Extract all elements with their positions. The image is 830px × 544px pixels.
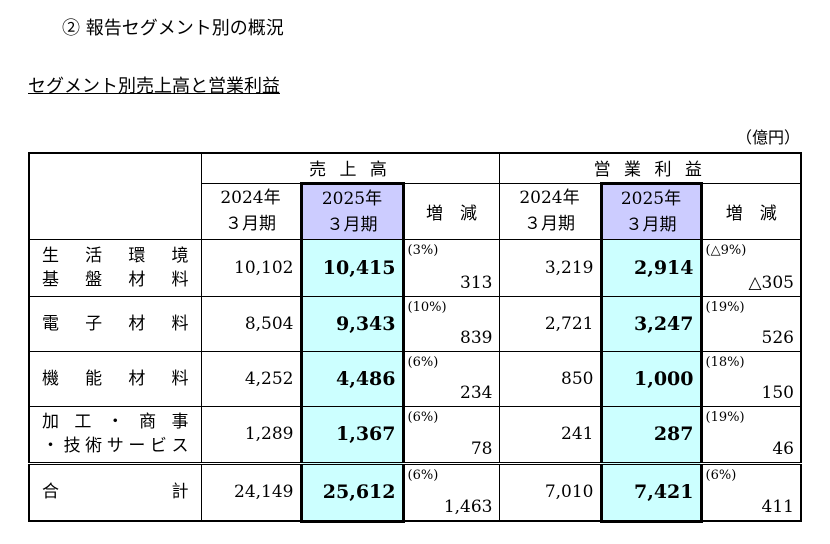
name-line: 合計 (42, 482, 189, 503)
value-2025: 1,000 (599, 350, 703, 407)
segment-name: 加工・商事・技術サービス (28, 405, 202, 464)
change-cell: (6%) 78 (402, 405, 500, 464)
header-row: 2024年 ３月期 2025年 ３月期 増 減 2024年 ３月期 2025年 ３月期 増 減 (29, 181, 802, 240)
change-cell: (6%) 234 (402, 350, 500, 407)
change-pct: (10%) (407, 299, 447, 315)
header-line: ３月期 (225, 214, 276, 234)
segment-name: 生活環境 基盤材料 (28, 238, 202, 297)
value-2025: 287 (599, 405, 703, 464)
group-header: 営 業 利 益 (498, 152, 802, 184)
value-2024: 3,219 (498, 238, 602, 297)
header-line: ３月期 (524, 214, 575, 234)
value-2024: 850 (498, 350, 602, 407)
header-line: ３月期 (326, 214, 378, 235)
header-line: ３月期 (625, 214, 677, 235)
change-amount: 313 (460, 272, 493, 293)
value-2024: 24,149 (200, 461, 302, 522)
name-line: 機能材料 (42, 368, 189, 389)
column-header: 2025年 ３月期 (599, 181, 703, 240)
column-header: 2024年 ３月期 (498, 182, 602, 240)
change-amount: 526 (761, 327, 794, 348)
header-row: 売 上 高営 業 利 益 (28, 152, 802, 240)
change-pct: (6%) (705, 467, 737, 483)
change-cell: (19%) 46 (700, 405, 802, 464)
name-line: 生活環境 (42, 245, 189, 266)
data-row: 生活環境 基盤材料 10,102 10,415 (3%) 313 3,219 2,914 (△9… (28, 238, 802, 297)
change-pct: (△9%) (705, 242, 747, 258)
change-cell: (6%) 411 (700, 461, 802, 522)
change-amount: 234 (460, 382, 493, 403)
header-line: 2024年 (220, 188, 281, 208)
header-line: 2025年 (321, 188, 383, 209)
change-pct: (18%) (705, 354, 745, 370)
change-pct: (6%) (407, 354, 439, 370)
name-line: ・技術サービス (42, 436, 189, 456)
corner-cell (28, 152, 202, 240)
change-cell: (6%) 1,463 (402, 461, 500, 522)
value-2024: 10,102 (200, 238, 302, 297)
change-amount: 78 (470, 438, 493, 459)
segment-table: 売 上 高営 業 利 益 2024年 ３月期 2025年 ３月期増 減 2024年 ３月期 2… (28, 152, 802, 523)
value-2025: 2,914 (599, 238, 703, 297)
value-2025: 9,343 (299, 295, 405, 352)
data-row: 加工・商事 ・技術サービス 1,289 1,367 (6%) 78 241 287 (19%) 4… (28, 405, 802, 464)
value-2024: 4,252 (200, 350, 302, 407)
change-cell: (3%) 313 (402, 238, 500, 297)
change-amount: △305 (748, 272, 794, 293)
column-header: 2024年 ３月期 (200, 182, 302, 240)
value-2025: 10,415 (299, 238, 405, 297)
value-2025: 25,612 (299, 461, 405, 523)
change-pct: (19%) (705, 409, 745, 425)
value-2025: 1,367 (299, 405, 405, 464)
change-pct: (19%) (705, 299, 745, 315)
segment-name: 機能材料 (28, 350, 202, 407)
name-line: 加工・商事 (42, 412, 189, 432)
value-2025: 4,486 (299, 350, 405, 407)
change-pct: (6%) (407, 409, 439, 425)
change-cell: (10%) 839 (402, 295, 500, 352)
change-amount: 411 (761, 497, 794, 517)
name-line: 電子材料 (42, 313, 189, 334)
change-cell: (△9%) △305 (700, 238, 802, 297)
value-2025: 7,421 (599, 461, 703, 523)
data-row: 機能材料 4,252 4,486 (6%) 234 850 1,000 (18%) 150 (28, 350, 802, 407)
change-amount: 46 (772, 438, 794, 459)
column-header: 増 減 (700, 182, 802, 240)
value-2024: 7,010 (498, 461, 602, 522)
group-header: 売 上 高 (200, 152, 500, 184)
value-2025: 3,247 (599, 295, 703, 352)
data-row: 合計 24,149 25,612 (6%) 1,463 7,010 7,421 (6%) 411 (28, 461, 802, 523)
subtitle: セグメント別売上高と営業利益 (28, 76, 280, 97)
column-header: 増 減 (402, 182, 500, 240)
value-2024: 1,289 (200, 405, 302, 464)
change-pct: (3%) (407, 242, 439, 258)
header-line: 2025年 (620, 188, 682, 209)
change-cell: (19%) 526 (700, 295, 802, 352)
change-cell: (18%) 150 (700, 350, 802, 407)
change-amount: 839 (460, 327, 493, 348)
change-amount: 150 (761, 382, 794, 403)
change-pct: (6%) (407, 467, 439, 483)
change-amount: 1,463 (443, 497, 493, 517)
column-header: 2025年 ３月期 (299, 181, 405, 240)
section-title: ② 報告セグメント別の概況 (62, 18, 284, 39)
value-2024: 8,504 (200, 295, 302, 352)
value-2024: 241 (498, 405, 602, 464)
value-2024: 2,721 (498, 295, 602, 352)
segment-name: 電子材料 (28, 295, 202, 352)
data-row: 電子材料 8,504 9,343 (10%) 839 2,721 3,247 (19%) 526 (28, 295, 802, 352)
segment-name: 合計 (28, 461, 202, 522)
header-line: 2024年 (519, 188, 580, 208)
unit-label: （億円） (736, 128, 801, 147)
name-line: 基盤材料 (42, 269, 189, 290)
